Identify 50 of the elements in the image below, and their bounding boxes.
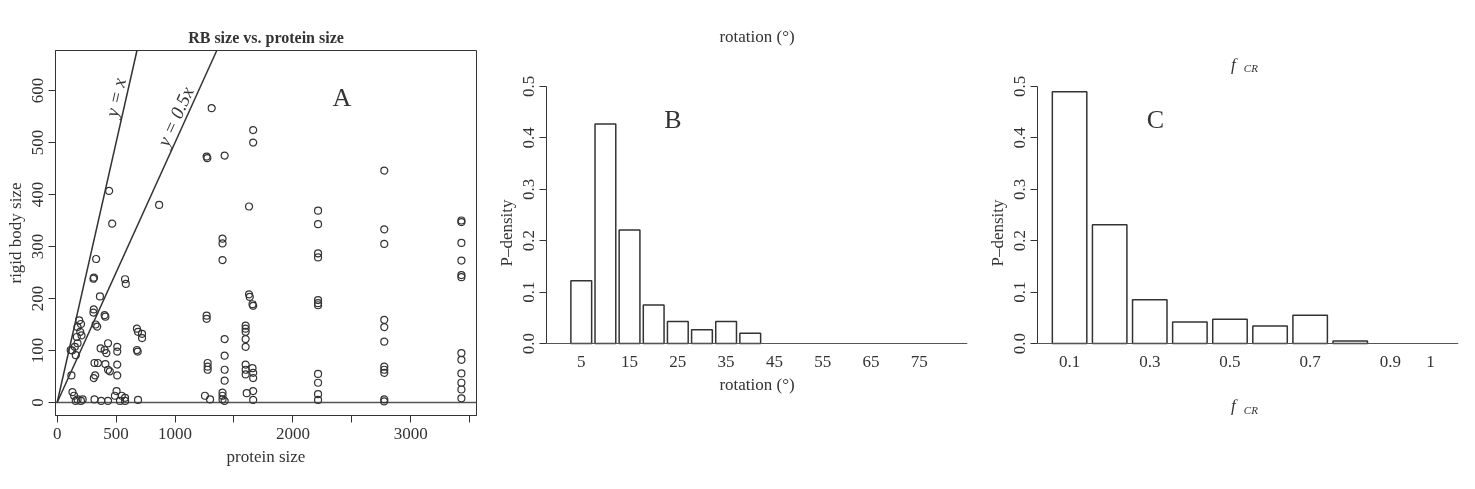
x-tick-label: 5 (577, 351, 586, 371)
x-tick-label: 0.9 (1379, 351, 1401, 371)
y-tick-label: 400 (28, 181, 48, 208)
y-tick-label: 0.0 (1010, 332, 1030, 355)
x-tick-label: 55 (814, 351, 832, 371)
x-tick-label: 15 (621, 351, 639, 371)
y-tick-label: 0.2 (1010, 230, 1030, 252)
x-tick-label: 500 (103, 423, 129, 443)
y-tick-label: 200 (28, 285, 48, 312)
x-tick-label: 0.3 (1139, 351, 1161, 371)
y-tick-label: 0.3 (519, 178, 539, 200)
x-tick-label: 0.5 (1219, 351, 1241, 371)
y-tick-label: 0.0 (519, 332, 539, 355)
x-axis-title: protein size (226, 446, 306, 466)
x-tick-label: 2000 (275, 423, 310, 443)
x-tick-label: 75 (910, 351, 928, 371)
x-tick-label: 3000 (393, 423, 428, 443)
x-axis-title: rotation (°) (719, 374, 795, 394)
x-tick-label: 1 (1426, 351, 1435, 371)
y-tick-label: 0.1 (519, 281, 539, 303)
y-tick-label: 0.1 (1010, 281, 1030, 303)
y-tick-label: 300 (28, 233, 48, 260)
y-tick-label: 0.5 (1010, 75, 1030, 98)
x-tick-label: 0 (52, 423, 62, 443)
annotation: y = 0.5x (151, 83, 199, 152)
y-tick-label: 100 (28, 337, 48, 364)
annotation: B (664, 105, 682, 135)
x-tick-label: 0.7 (1299, 351, 1322, 371)
annotation: y = x (100, 75, 131, 121)
y-tick-label: 0 (28, 398, 48, 407)
annotation: A (332, 83, 352, 113)
x-tick-label: 25 (669, 351, 687, 371)
x-tick-label: 65 (862, 351, 880, 371)
y-tick-label: 0.3 (1010, 178, 1030, 200)
x-tick-label: 0.1 (1058, 351, 1081, 371)
chart-title: RB size vs. protein size (188, 28, 344, 47)
y-tick-label: 0.2 (519, 230, 539, 252)
annotation: C (1146, 105, 1165, 135)
x-tick-label: 45 (765, 351, 783, 371)
y-tick-label: 0.5 (519, 75, 539, 98)
y-tick-label: 0.4 (519, 126, 539, 149)
chart-title: rotation (°) (719, 26, 795, 46)
y-axis-title: rigid body size (5, 182, 25, 284)
y-tick-label: 600 (28, 77, 48, 104)
y-tick-label: 500 (28, 129, 48, 156)
x-tick-label: 1000 (158, 423, 193, 443)
y-axis-title: P–density (496, 198, 516, 267)
y-axis-title: P–density (987, 198, 1007, 267)
x-tick-label: 35 (717, 351, 735, 371)
y-tick-label: 0.4 (1010, 126, 1030, 149)
